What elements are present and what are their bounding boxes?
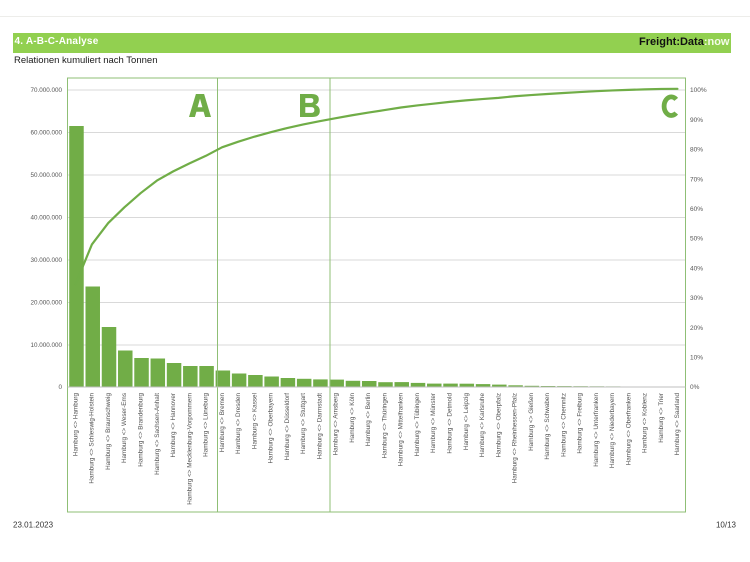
svg-text:Hamburg <> Freiburg: Hamburg <> Freiburg <box>577 393 584 454</box>
svg-text:70.000.000: 70.000.000 <box>30 87 62 94</box>
svg-text:Hamburg <> Mittelfranken: Hamburg <> Mittelfranken <box>398 393 405 467</box>
svg-text:60%: 60% <box>690 206 703 213</box>
svg-text:50.000.000: 50.000.000 <box>30 172 62 179</box>
svg-text:23.01.2023: 23.01.2023 <box>13 521 54 530</box>
svg-text:Hamburg <> Oberfranken: Hamburg <> Oberfranken <box>625 393 632 466</box>
svg-text:60.000.000: 60.000.000 <box>30 130 62 137</box>
svg-text:40.000.000: 40.000.000 <box>30 215 62 222</box>
svg-text:Hamburg <> Schwaben: Hamburg <> Schwaben <box>544 393 551 460</box>
svg-text:Hamburg <> Detmold: Hamburg <> Detmold <box>446 393 453 454</box>
svg-text:Hamburg <> Koblenz: Hamburg <> Koblenz <box>642 393 649 453</box>
svg-text:Hamburg <> Niederbayern: Hamburg <> Niederbayern <box>609 393 616 469</box>
svg-text:Hamburg <> Weser-Ems: Hamburg <> Weser-Ems <box>121 393 128 463</box>
svg-text:Hamburg <> Brandenburg: Hamburg <> Brandenburg <box>137 393 144 467</box>
svg-text:Hamburg <> Saarland: Hamburg <> Saarland <box>674 393 681 456</box>
svg-text:0%: 0% <box>690 384 700 391</box>
svg-text:20.000.000: 20.000.000 <box>30 300 62 307</box>
svg-text:Hamburg <> Köln: Hamburg <> Köln <box>349 393 356 443</box>
svg-text:Hamburg <> Karlsruhe: Hamburg <> Karlsruhe <box>479 393 486 458</box>
svg-text:10%: 10% <box>690 355 703 362</box>
svg-text:Hamburg <> Düsseldorf: Hamburg <> Düsseldorf <box>284 393 291 461</box>
svg-text:Hamburg <> Rheinhessen-Pfalz: Hamburg <> Rheinhessen-Pfalz <box>512 393 519 483</box>
svg-text:Hamburg <> Münster: Hamburg <> Münster <box>430 393 437 453</box>
svg-text:Hamburg <> Darmstadt: Hamburg <> Darmstadt <box>316 393 323 460</box>
svg-text:Hamburg <> Schleswig-Holstein: Hamburg <> Schleswig-Holstein <box>89 393 96 484</box>
svg-text:40%: 40% <box>690 265 703 272</box>
svg-text:Hamburg <> Bremen: Hamburg <> Bremen <box>219 393 226 453</box>
svg-text:Hamburg <> Gießen: Hamburg <> Gießen <box>528 393 535 451</box>
svg-text:Hamburg <> Kassel: Hamburg <> Kassel <box>251 393 258 449</box>
svg-text:Hamburg <> Lüneburg: Hamburg <> Lüneburg <box>203 393 210 457</box>
svg-text:100%: 100% <box>690 87 707 94</box>
svg-text:Hamburg <> Leipzig: Hamburg <> Leipzig <box>463 393 470 451</box>
svg-text:0: 0 <box>58 384 62 391</box>
svg-text:Hamburg <> Oberbayern: Hamburg <> Oberbayern <box>268 393 275 464</box>
svg-text:10.000.000: 10.000.000 <box>30 342 62 349</box>
svg-text:20%: 20% <box>690 325 703 332</box>
svg-text:80%: 80% <box>690 147 703 154</box>
svg-text:Hamburg <> Braunschweig: Hamburg <> Braunschweig <box>105 393 112 470</box>
svg-text:10/13: 10/13 <box>716 521 737 530</box>
svg-text:50%: 50% <box>690 236 703 243</box>
svg-text:Hamburg <> Oberpfalz: Hamburg <> Oberpfalz <box>495 393 502 458</box>
svg-text:30.000.000: 30.000.000 <box>30 257 62 264</box>
svg-text:Hamburg <> Arnsberg: Hamburg <> Arnsberg <box>333 393 340 456</box>
svg-text:30%: 30% <box>690 295 703 302</box>
svg-text:70%: 70% <box>690 176 703 183</box>
svg-text:90%: 90% <box>690 117 703 124</box>
svg-text:Hamburg <> Thüringen: Hamburg <> Thüringen <box>381 393 388 459</box>
svg-text:Hamburg <> Chemnitz: Hamburg <> Chemnitz <box>560 393 567 457</box>
svg-text:Hamburg <> Tübingen: Hamburg <> Tübingen <box>414 393 421 457</box>
svg-text:Hamburg <> Hamburg: Hamburg <> Hamburg <box>72 393 79 457</box>
svg-text:Hamburg <> Unterfranken: Hamburg <> Unterfranken <box>593 393 600 467</box>
svg-text:Hamburg <> Dresden: Hamburg <> Dresden <box>235 393 242 454</box>
svg-text:Hamburg <> Mecklenburg-Vorpomm: Hamburg <> Mecklenburg-Vorpommern <box>186 393 193 505</box>
svg-text:Hamburg <> Trier: Hamburg <> Trier <box>658 393 665 443</box>
svg-text:Hamburg <> Sachsen-Anhalt: Hamburg <> Sachsen-Anhalt <box>154 393 161 475</box>
svg-text:Hamburg <> Stuttgart: Hamburg <> Stuttgart <box>300 393 307 454</box>
svg-text:Hamburg <> Hannover: Hamburg <> Hannover <box>170 393 177 458</box>
svg-text:Hamburg <> Berlin: Hamburg <> Berlin <box>365 393 372 447</box>
